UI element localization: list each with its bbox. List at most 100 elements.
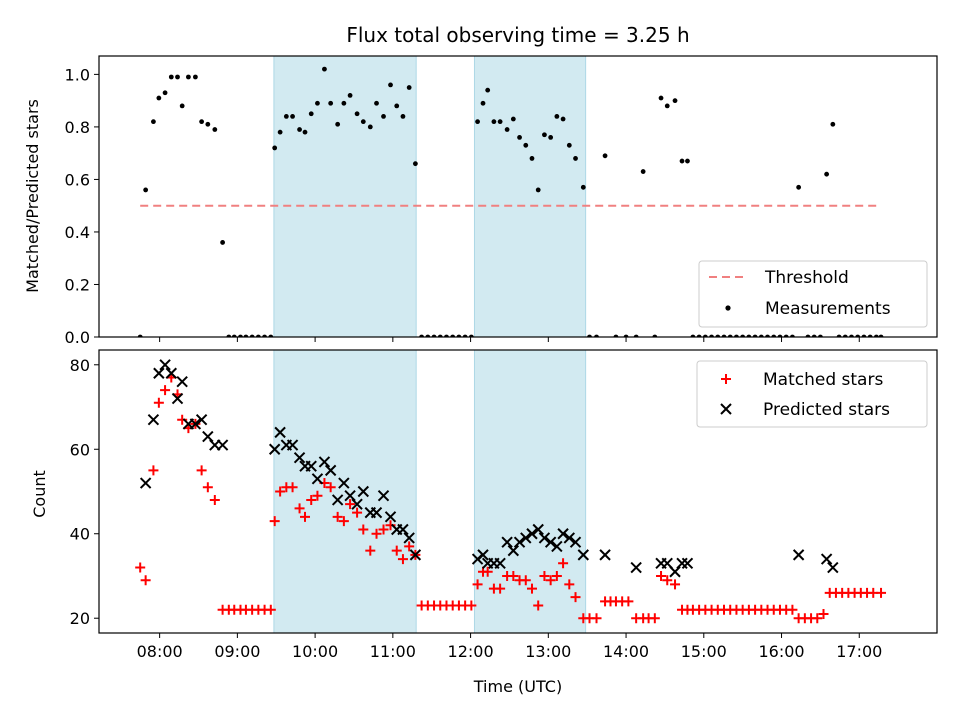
x-tick-label: 12:00	[448, 642, 494, 661]
predicted-star-marker	[409, 549, 422, 561]
matched-star-marker	[196, 465, 207, 476]
matched-star-marker	[352, 507, 363, 518]
matched-star-marker	[275, 486, 286, 497]
predicted-star-marker	[630, 561, 642, 574]
predicted-star-marker	[792, 549, 805, 561]
measurement-point	[347, 92, 353, 98]
matched-star-marker	[404, 541, 415, 552]
top-y-tick-label: 0.6	[65, 170, 90, 189]
top-y-tick-label: 1.0	[65, 65, 90, 84]
measurement-point	[381, 114, 386, 119]
measurement-point	[566, 142, 572, 148]
measurement-point	[573, 156, 578, 161]
measurement-point	[510, 116, 516, 122]
matched-star-marker	[287, 482, 298, 493]
bottom-axes-frame	[98, 349, 938, 634]
matched-star-marker	[148, 465, 159, 476]
top-legend: Threshold Measurements	[698, 260, 928, 328]
chart-title: Flux total observing time = 3.25 h	[346, 23, 689, 47]
predicted-star-marker	[820, 553, 833, 565]
measurement-point	[672, 98, 678, 104]
matched-star-marker	[551, 570, 562, 581]
measurement-point	[602, 153, 608, 159]
measurement-point	[412, 161, 418, 167]
matched-star-marker	[378, 524, 389, 535]
matched-star-marker	[160, 385, 171, 396]
matched-star-marker	[482, 566, 493, 577]
matched-star-marker	[140, 575, 151, 586]
measurement-point	[341, 100, 347, 106]
measurement-point	[517, 135, 522, 140]
top-y-tick-label: 0.2	[65, 275, 90, 294]
measurement-point	[679, 158, 685, 164]
matched-star-marker	[564, 579, 575, 590]
predicted-star-marker	[153, 367, 165, 379]
predicted-star-marker	[338, 477, 350, 489]
matched-star-marker	[591, 613, 602, 624]
predicted-star-marker	[357, 485, 370, 498]
matched-star-marker	[876, 587, 887, 598]
predicted-star-marker	[494, 557, 506, 570]
measurement-point	[297, 127, 302, 132]
top-shaded-interval	[273, 55, 417, 338]
top-data-marks	[137, 66, 884, 337]
measurement-point	[205, 121, 211, 127]
predicted-star-marker	[377, 490, 390, 502]
top-y-axis-label: Matched/Predicted stars	[23, 99, 42, 293]
top-legend-box	[698, 260, 928, 328]
predicted-star-marker	[397, 523, 409, 536]
top-axes-frame	[98, 55, 938, 338]
matched-star-marker	[818, 608, 829, 619]
predicted-star-marker	[176, 375, 188, 388]
predicted-star-marker	[202, 430, 214, 443]
legend-threshold-label: Threshold	[764, 268, 849, 288]
matched-star-marker	[397, 554, 408, 565]
matched-star-marker	[570, 592, 581, 603]
measurement-point	[548, 135, 554, 140]
measurement-point	[406, 85, 412, 90]
predicted-star-marker	[526, 528, 538, 540]
measurement-point	[580, 184, 586, 190]
measurement-point	[179, 103, 185, 109]
measurement-point	[485, 87, 491, 93]
matched-star-marker	[332, 511, 343, 522]
predicted-star-marker	[311, 473, 324, 485]
measurement-point	[560, 116, 566, 122]
predicted-star-marker	[669, 566, 681, 578]
top-y-tick-label: 0.8	[65, 118, 90, 137]
predicted-star-marker	[403, 532, 415, 544]
bottom-panel: 20 40 60 80 08:00 09:00 10:00 11:00 12:00 13:00 14…	[70, 349, 938, 661]
legend-measurements-label: Measurements	[765, 299, 891, 319]
predicted-star-marker	[551, 540, 563, 553]
matched-star-marker	[670, 579, 681, 590]
legend-matched-swatch	[721, 374, 731, 384]
measurement-point	[322, 66, 327, 72]
predicted-star-marker	[827, 561, 839, 574]
measurement-point	[400, 114, 406, 119]
bottom-legend-box	[696, 360, 928, 428]
legend-measurements-swatch	[725, 305, 731, 311]
measurement-point	[199, 119, 205, 125]
predicted-star-marker	[293, 452, 306, 464]
matched-star-marker	[294, 503, 305, 514]
x-tick-label: 08:00	[137, 642, 183, 661]
x-tick-label: 13:00	[525, 642, 571, 661]
measurement-point	[394, 103, 400, 109]
measurement-point	[554, 114, 560, 119]
predicted-star-marker	[384, 511, 397, 523]
x-tick-label: 10:00	[292, 642, 338, 661]
matched-star-marker	[520, 575, 531, 586]
x-tick-label: 09:00	[214, 642, 260, 661]
bottom-y-axis-label: Count	[30, 470, 49, 518]
predicted-star-marker	[165, 367, 178, 379]
measurement-point	[151, 119, 156, 125]
matched-star-marker	[300, 511, 311, 522]
measurement-point	[175, 74, 180, 80]
predicted-star-marker	[513, 536, 526, 548]
x-tick-label: 17:00	[836, 642, 882, 661]
predicted-star-marker	[139, 477, 152, 489]
measurement-point	[491, 119, 497, 125]
measurement-point	[830, 121, 836, 127]
measurement-point	[220, 240, 226, 245]
measurement-point	[658, 95, 664, 101]
